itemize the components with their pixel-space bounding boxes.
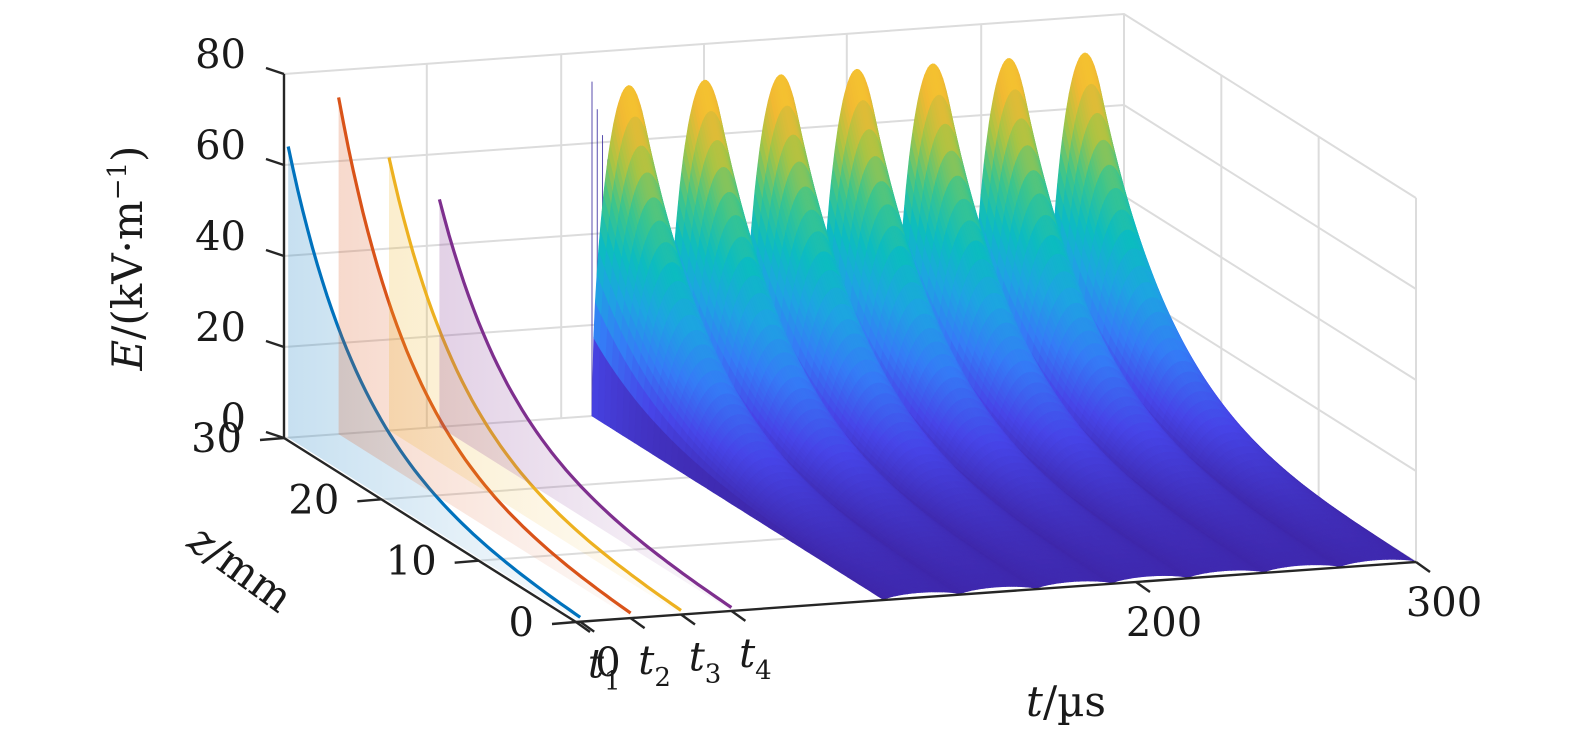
- surface-plot: [591, 52, 1417, 601]
